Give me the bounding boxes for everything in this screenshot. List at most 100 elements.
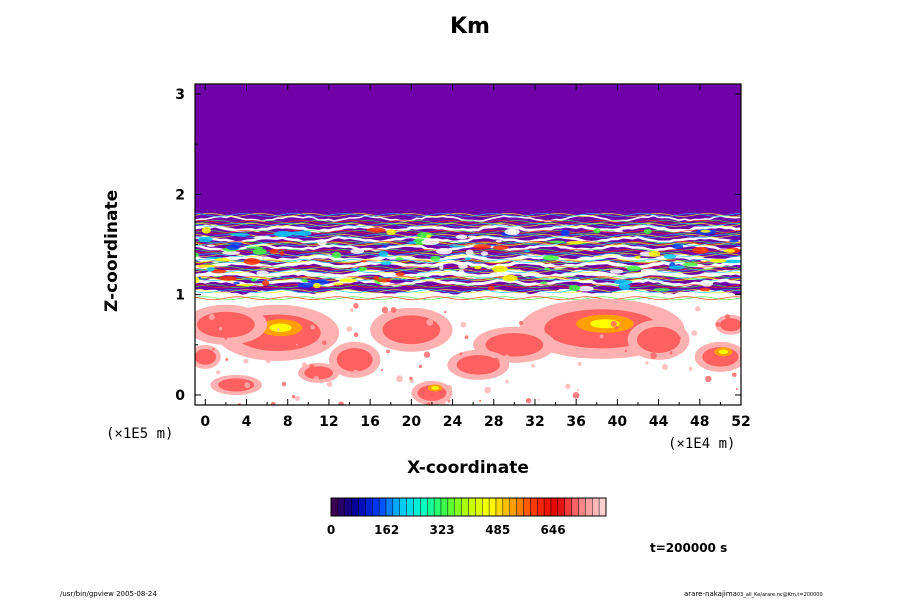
field-speck [661, 363, 668, 371]
turbulence-blob [350, 248, 365, 254]
colorbar-cell [344, 497, 352, 517]
x-tick-label: 8 [283, 414, 293, 430]
field-speck [309, 364, 315, 370]
field-speck [446, 384, 453, 391]
field-speck [353, 332, 359, 338]
turbulence-blob [350, 268, 360, 271]
field-speck [396, 375, 403, 383]
turbulence-blob [492, 265, 508, 273]
y-tick-label: 3 [175, 87, 185, 103]
band-fringe [195, 276, 741, 281]
y-tick-label: 2 [175, 187, 185, 203]
turbulence-blob [717, 278, 731, 282]
field-speck [705, 375, 712, 383]
transition-band [195, 253, 741, 264]
colorbar-cell [537, 497, 545, 517]
field-speck [270, 401, 276, 405]
field-speck [505, 379, 509, 384]
x-axis-label: X-coordinate [407, 458, 529, 478]
chart-title: Km [450, 14, 490, 39]
field-speck [624, 349, 628, 353]
colorbar-cell [468, 497, 476, 517]
field-speck [441, 402, 447, 405]
colorbar-cell [365, 497, 373, 517]
field-speck [444, 310, 447, 314]
field-speck [386, 349, 390, 354]
turbulence-blob [492, 245, 509, 250]
turbulence-blob [366, 227, 386, 233]
turbulence-blob [378, 250, 389, 257]
turbulence-blob [408, 241, 417, 244]
field-speck [535, 319, 543, 326]
x-tick-label: 24 [443, 414, 463, 430]
turbulence-blob [455, 234, 468, 240]
field-speck [212, 348, 215, 351]
colorbar-tick-label: 485 [485, 523, 510, 537]
field-patch-mid [636, 326, 681, 353]
turbulence-blob [301, 279, 309, 283]
field-speck [715, 322, 721, 327]
colorbar-cell [564, 497, 572, 517]
band-fringe [195, 284, 741, 289]
field-patch-mid [719, 318, 741, 332]
band-fringe [195, 277, 741, 282]
field-speck [525, 398, 532, 404]
field-patch-mid [336, 348, 373, 372]
turbulence-blob [699, 287, 711, 292]
x-tick-label: 16 [360, 414, 379, 430]
colorbar-cell [592, 497, 600, 517]
field-patch-mid [218, 378, 255, 392]
colorbar-cell [385, 497, 394, 517]
turbulence-blob [279, 250, 285, 256]
footer-left: /usr/bin/gpview 2005-08-24 [60, 590, 157, 598]
turbulence-blob [338, 278, 357, 283]
field-speck [691, 330, 698, 336]
field-speck [688, 366, 693, 371]
field-speck [735, 388, 738, 391]
turbulence-blob [618, 283, 631, 290]
field-speck [390, 306, 397, 313]
field-speck [484, 386, 491, 394]
colorbar-cell [378, 497, 387, 517]
turbulence-blob [648, 250, 661, 257]
field-speck [572, 391, 580, 399]
field-speck [301, 362, 307, 368]
field-speck [208, 314, 215, 320]
x-tick-label: 12 [319, 414, 338, 430]
turbulence-blob [548, 240, 566, 244]
turbulence-blob [358, 266, 367, 272]
colorbar-cell [399, 497, 407, 517]
turbulence-blob [473, 244, 492, 249]
colorbar-cell [413, 497, 421, 517]
turbulence-blob [382, 245, 388, 248]
field-speck [577, 361, 582, 366]
field-patch-mid [195, 349, 217, 365]
footer-right-main: arare-nakajima [684, 590, 737, 598]
colorbar-cell [482, 497, 490, 517]
turbulence-blob [246, 246, 264, 249]
band-fringe [195, 242, 741, 246]
turbulence-blob [568, 284, 581, 292]
band-fringe [195, 266, 741, 271]
turbulence-blob [663, 254, 676, 259]
field-speck [423, 351, 431, 358]
field-speck [724, 314, 731, 320]
turbulence-blob [253, 235, 272, 240]
field-speck [447, 399, 451, 403]
colorbar-cell [358, 497, 366, 517]
x-tick-label: 36 [566, 414, 585, 430]
field-speck [426, 318, 434, 326]
field-speck [277, 328, 280, 331]
field-speck [614, 325, 619, 330]
heatmap-area [195, 84, 741, 405]
field-speck [695, 306, 701, 312]
colorbar-cell [475, 497, 483, 517]
turbulence-blob [317, 238, 327, 246]
y-tick-label: 0 [175, 388, 185, 404]
field-patch-mid [382, 315, 441, 345]
colorbar-cell [495, 497, 504, 517]
turbulence-blob [464, 257, 471, 261]
turbulence-blob [504, 228, 517, 235]
turbulence-blob [723, 259, 741, 264]
turbulence-blob [226, 245, 240, 251]
